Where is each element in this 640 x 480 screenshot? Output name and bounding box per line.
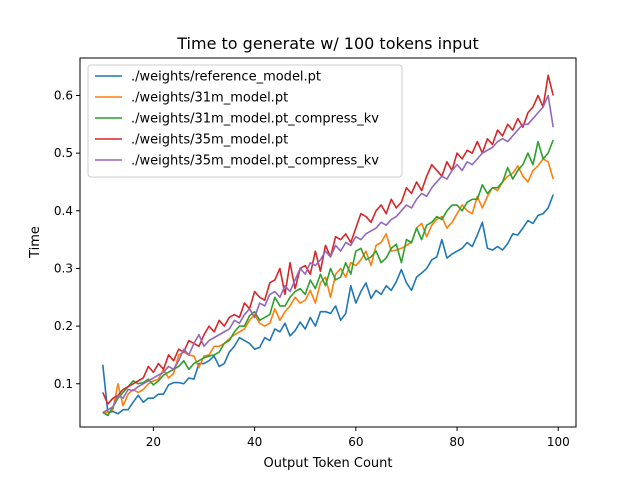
legend-box	[87, 64, 403, 178]
x-axis-label: Output Token Count	[263, 456, 392, 471]
x-tick-label: 20	[146, 435, 161, 449]
legend-label-4: ./weights/35m_model.pt	[131, 133, 288, 148]
plot-frame	[79, 57, 577, 428]
legend-label-5: ./weights/35m_model.pt_compress_kv	[131, 154, 379, 169]
chart-title: Time to generate w/ 100 tokens input	[176, 34, 478, 53]
x-axis: 20 40 60 80 100	[146, 427, 570, 449]
x-tick-label: 40	[247, 435, 262, 449]
y-tick-label: 0.5	[54, 146, 73, 160]
series-line-4	[102, 74, 554, 405]
legend-label-3: ./weights/31m_model.pt_compress_kv	[131, 112, 379, 127]
legend: ./weights/reference_model.pt ./weights/31…	[87, 64, 403, 178]
y-tick-label: 0.3	[54, 261, 73, 275]
y-tick-label: 0.4	[54, 204, 73, 218]
x-tick-label: 100	[547, 435, 570, 449]
y-axis-label: Time	[28, 226, 43, 259]
legend-label-1: ./weights/reference_model.pt	[131, 70, 321, 85]
x-tick-label: 80	[449, 435, 464, 449]
series-line-5	[102, 94, 555, 414]
series-line-1	[101, 194, 554, 415]
legend-label-2: ./weights/31m_model.pt	[131, 91, 288, 106]
series-layer	[101, 74, 555, 417]
y-tick-label: 0.1	[54, 377, 73, 391]
series-line-3	[102, 139, 554, 417]
y-tick-label: 0.6	[54, 88, 73, 102]
x-tick-label: 60	[348, 435, 363, 449]
y-tick-label: 0.2	[54, 319, 73, 333]
y-axis: 0.1 0.2 0.3 0.4 0.5 0.6	[54, 88, 80, 391]
